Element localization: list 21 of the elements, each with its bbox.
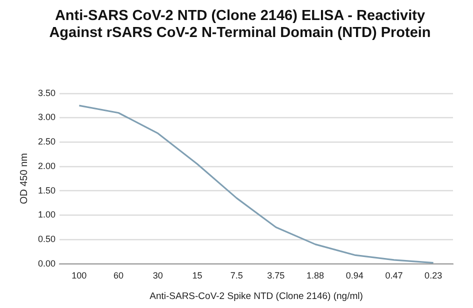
chart-title: Anti-SARS CoV-2 NTD (Clone 2146) ELISA - Reactivity Against rSARS CoV-2 N-Terminal Domain (NTD) Protein <box>48 8 432 42</box>
y-tick-label: 1.00 <box>38 210 56 220</box>
y-tick-label: 2.50 <box>38 136 56 147</box>
x-tick-label: 100 <box>72 270 87 281</box>
x-tick-label: 0.94 <box>346 270 364 281</box>
y-tick-label: 1.50 <box>38 185 56 196</box>
y-tick-label: 2.00 <box>38 160 56 171</box>
y-tick-label: 0.00 <box>38 258 56 268</box>
x-tick-label: 30 <box>152 270 163 281</box>
x-tick-label: 7.5 <box>230 270 243 281</box>
x-tick-label: 60 <box>114 270 124 281</box>
x-tick-label: 0.23 <box>424 270 442 281</box>
x-tick-label: 3.75 <box>267 270 285 281</box>
x-tick-label: 1.88 <box>306 270 324 281</box>
x-tick-label: 0.47 <box>385 270 403 281</box>
y-axis-title: OD 450 nm <box>18 153 30 204</box>
x-axis-title: Anti-SARS-CoV-2 Spike NTD (Clone 2146) (ng/ml) <box>150 290 363 302</box>
y-tick-label: 3.00 <box>38 112 56 122</box>
y-tick-label: 0.50 <box>38 234 56 244</box>
x-tick-label: 15 <box>192 270 202 281</box>
y-tick-label: 3.50 <box>38 88 56 98</box>
